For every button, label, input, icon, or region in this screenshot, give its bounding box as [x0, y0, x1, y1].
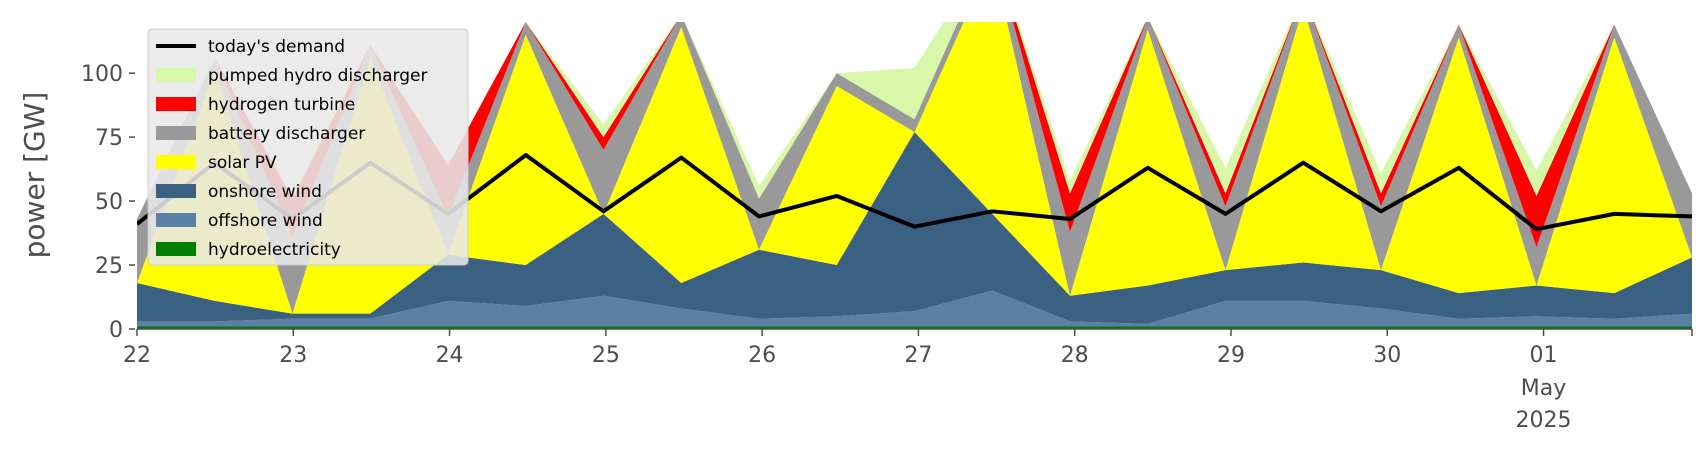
- x-tick-label: 28: [1061, 343, 1089, 368]
- legend-box: [147, 28, 469, 266]
- y-axis-label: power [GW]: [18, 92, 51, 259]
- legend-swatch-pumped-hydro-discharger: [156, 68, 196, 82]
- legend-label: battery discharger: [208, 124, 365, 144]
- x-tick-label: 27: [904, 343, 932, 368]
- x-tick-label: 01: [1530, 343, 1558, 368]
- legend-label: today's demand: [208, 37, 345, 57]
- legend-label: solar PV: [208, 153, 277, 173]
- x-tick-label: 25: [592, 343, 620, 368]
- legend: today's demand pumped hydro discharger hyd…: [147, 28, 469, 266]
- legend-swatch-battery-discharger: [156, 126, 196, 140]
- legend-swatch-solar-pv: [156, 155, 196, 169]
- area-offshore-wind: [137, 290, 1692, 327]
- x-tick-label: 29: [1217, 343, 1245, 368]
- y-tick-label: 75: [95, 126, 123, 151]
- legend-label: hydroelectricity: [208, 240, 341, 260]
- legend-swatch-offshore-wind: [156, 213, 196, 227]
- y-tick-label: 100: [81, 62, 123, 87]
- y-tick-label: 50: [95, 190, 123, 215]
- legend-label: hydrogen turbine: [208, 95, 355, 115]
- x-tick-label: 22: [123, 343, 151, 368]
- x-tick-label: 30: [1373, 343, 1401, 368]
- area-battery-discharger: [137, 22, 1692, 314]
- x-tick-sublabel: 2025: [1516, 408, 1572, 433]
- x-tick-label: 26: [748, 343, 776, 368]
- y-tick-label: 0: [109, 318, 123, 343]
- area-solar-pv: [137, 22, 1692, 314]
- y-tick-label: 25: [95, 254, 123, 279]
- legend-swatch-hydrogen-turbine: [156, 97, 196, 111]
- legend-swatch-hydroelectricity: [156, 242, 196, 256]
- x-tick-label: 23: [279, 343, 307, 368]
- legend-label: pumped hydro discharger: [208, 66, 427, 86]
- x-tick-label: 24: [436, 343, 464, 368]
- legend-label: offshore wind: [208, 211, 323, 231]
- legend-swatch-onshore-wind: [156, 184, 196, 198]
- legend-label: onshore wind: [208, 182, 322, 202]
- x-tick-sublabel: May: [1521, 376, 1566, 401]
- axes-layer: 0 25 50 75 100 22 23 24 25 26 27 28 29 30 01 May 2025: [81, 62, 1693, 433]
